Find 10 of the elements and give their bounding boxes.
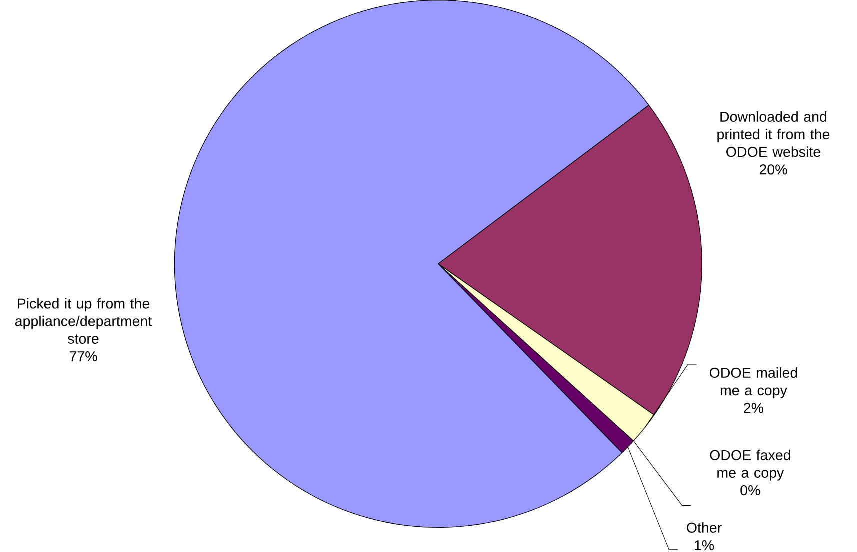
slice-label: Other (687, 522, 722, 534)
data-label: 77% (70, 352, 98, 362)
text: 0% (740, 486, 760, 496)
slice-label: Downloaded and printed it from the ODOE website (718, 112, 830, 158)
data-label: 20% (760, 164, 788, 175)
category-label: ODOE faxed me a copy (710, 450, 790, 482)
data-label: 1% (695, 540, 714, 551)
slice-label: Picked it up from the appliance/department store (15, 298, 152, 344)
data-label: 2% (744, 403, 764, 414)
slice-label: ODOE mailed me a copy (710, 368, 798, 399)
